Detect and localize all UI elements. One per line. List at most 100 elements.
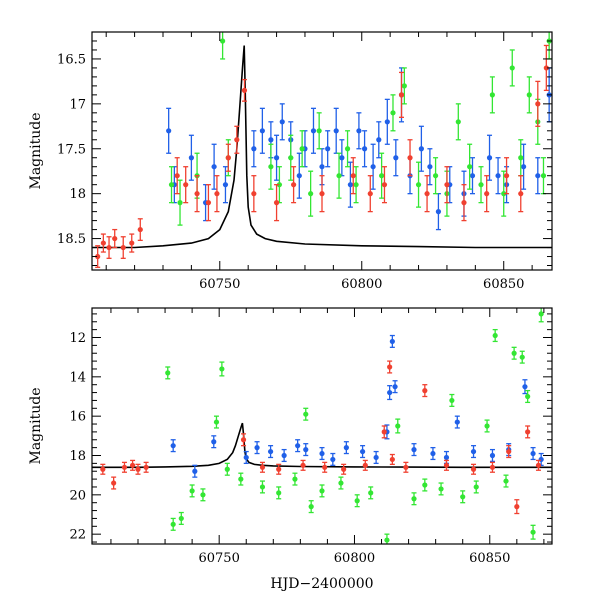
data-point (308, 504, 314, 510)
data-point (489, 92, 495, 98)
data-point (473, 484, 479, 490)
data-point (319, 488, 325, 494)
x-tick-label: 60800 (334, 551, 375, 566)
data-point (489, 464, 496, 470)
data-point (194, 191, 200, 197)
y-tick-label: 17.5 (57, 142, 86, 157)
x-tick-label: 60850 (469, 551, 510, 566)
data-point (273, 200, 280, 206)
data-point (129, 462, 136, 468)
data-point (353, 182, 359, 188)
data-point (389, 338, 395, 345)
data-point (95, 253, 101, 260)
data-point (401, 83, 407, 89)
y-tick-label: 12 (69, 331, 86, 346)
bottom-panel: 60750 60800 60850 12 14 16 18 20 22 Magnitude HJ… (28, 307, 553, 592)
data-point (168, 182, 175, 188)
data-point (214, 191, 220, 197)
y-tick-label: 16 (69, 410, 86, 425)
data-point (121, 464, 128, 470)
data-point (243, 454, 249, 461)
data-point (519, 354, 525, 360)
data-point (461, 200, 467, 206)
data-point (370, 164, 376, 170)
data-point (422, 482, 428, 488)
data-point (535, 173, 541, 179)
model-curve-line (92, 422, 552, 469)
data-point (538, 456, 544, 463)
data-point (166, 128, 172, 134)
data-point (192, 468, 198, 474)
data-point (460, 494, 466, 500)
data-point (392, 384, 398, 390)
data-point (438, 486, 444, 492)
data-point (281, 452, 287, 459)
data-point (316, 128, 322, 134)
data-point (359, 448, 366, 455)
data-point (390, 110, 396, 116)
plot-frame (91, 307, 553, 545)
data-point (393, 155, 399, 161)
data-point (300, 462, 306, 468)
data-point (350, 173, 356, 179)
data-point (503, 173, 510, 179)
data-point (295, 443, 301, 449)
data-point (443, 462, 450, 468)
data-point (129, 240, 135, 246)
data-point (219, 366, 225, 372)
data-point (292, 476, 298, 482)
data-point (268, 137, 274, 143)
top-y-axis-label: Magnitude (28, 112, 44, 189)
data-point (188, 155, 194, 161)
data-point (220, 38, 226, 44)
data-point (354, 498, 360, 504)
data-point (492, 332, 498, 339)
data-point (511, 350, 517, 356)
data-point (319, 191, 325, 197)
data-point (211, 164, 217, 170)
data-point (535, 462, 542, 468)
data-point (177, 200, 183, 206)
data-point (384, 537, 390, 543)
data-point (435, 209, 442, 215)
data-point (478, 182, 484, 188)
data-point (120, 244, 126, 251)
data-point (224, 466, 230, 472)
y-tick-label: 18 (69, 187, 86, 202)
data-point (521, 164, 527, 170)
top-plot-area (92, 32, 552, 268)
y-tick-label: 14 (69, 370, 86, 385)
data-point (100, 240, 106, 246)
data-point (525, 393, 531, 400)
data-point (165, 370, 171, 376)
data-point (362, 462, 368, 468)
data-point (268, 164, 274, 170)
data-point (259, 128, 265, 134)
top-axes: 60750 60800 60850 16.5 17 17.5 18 18.5 (57, 31, 553, 292)
data-point (308, 191, 314, 197)
data-point (211, 439, 217, 445)
data-point (411, 496, 417, 502)
series-1-group (165, 308, 544, 544)
data-point (276, 466, 282, 472)
bottom-x-axis-label: HJD−2400000 (270, 576, 373, 592)
data-point (241, 87, 248, 93)
data-point (299, 146, 305, 152)
data-point (225, 155, 231, 161)
data-point (444, 182, 450, 188)
data-point (200, 492, 206, 498)
data-point (361, 146, 368, 152)
data-point (427, 164, 433, 170)
data-point (267, 448, 274, 455)
data-point (238, 476, 244, 482)
plot-frame (91, 31, 553, 271)
data-point (183, 182, 189, 188)
data-point (540, 173, 547, 179)
data-point (484, 423, 490, 429)
data-point (333, 128, 339, 134)
data-point (341, 466, 347, 472)
model-curve-line (92, 45, 552, 249)
data-point (443, 454, 450, 461)
x-tick-label: 60750 (199, 277, 240, 292)
